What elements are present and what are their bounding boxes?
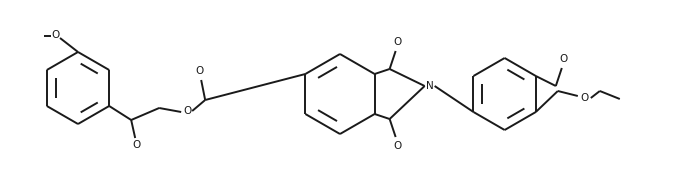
Text: O: O (183, 106, 191, 116)
Text: O: O (132, 140, 140, 150)
Text: O: O (393, 37, 402, 47)
Text: O: O (581, 93, 589, 103)
Text: N: N (426, 81, 433, 91)
Text: O: O (560, 54, 568, 64)
Text: O: O (393, 141, 402, 151)
Text: O: O (51, 30, 59, 40)
Text: O: O (195, 66, 204, 76)
